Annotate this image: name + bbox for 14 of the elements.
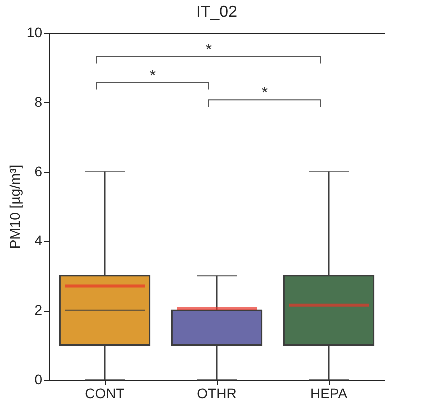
- x-tick-label: CONT: [85, 386, 126, 402]
- annotation: *: [150, 68, 156, 85]
- x-tick-label: HEPA: [310, 386, 348, 402]
- y-tick-label: 2: [34, 302, 43, 318]
- y-tick-label: 10: [26, 24, 43, 40]
- y-axis-title: PM10 [µg/m³]: [6, 164, 23, 250]
- chart-title: IT_02: [196, 4, 238, 21]
- annotation: *: [206, 42, 212, 59]
- y-tick-label: 8: [34, 94, 43, 110]
- annotation: *: [262, 85, 268, 102]
- y-tick-label: 0: [34, 372, 43, 388]
- x-tick-label: OTHR: [197, 386, 237, 402]
- y-tick-label: 6: [34, 163, 43, 180]
- y-tick-label: 4: [34, 232, 43, 249]
